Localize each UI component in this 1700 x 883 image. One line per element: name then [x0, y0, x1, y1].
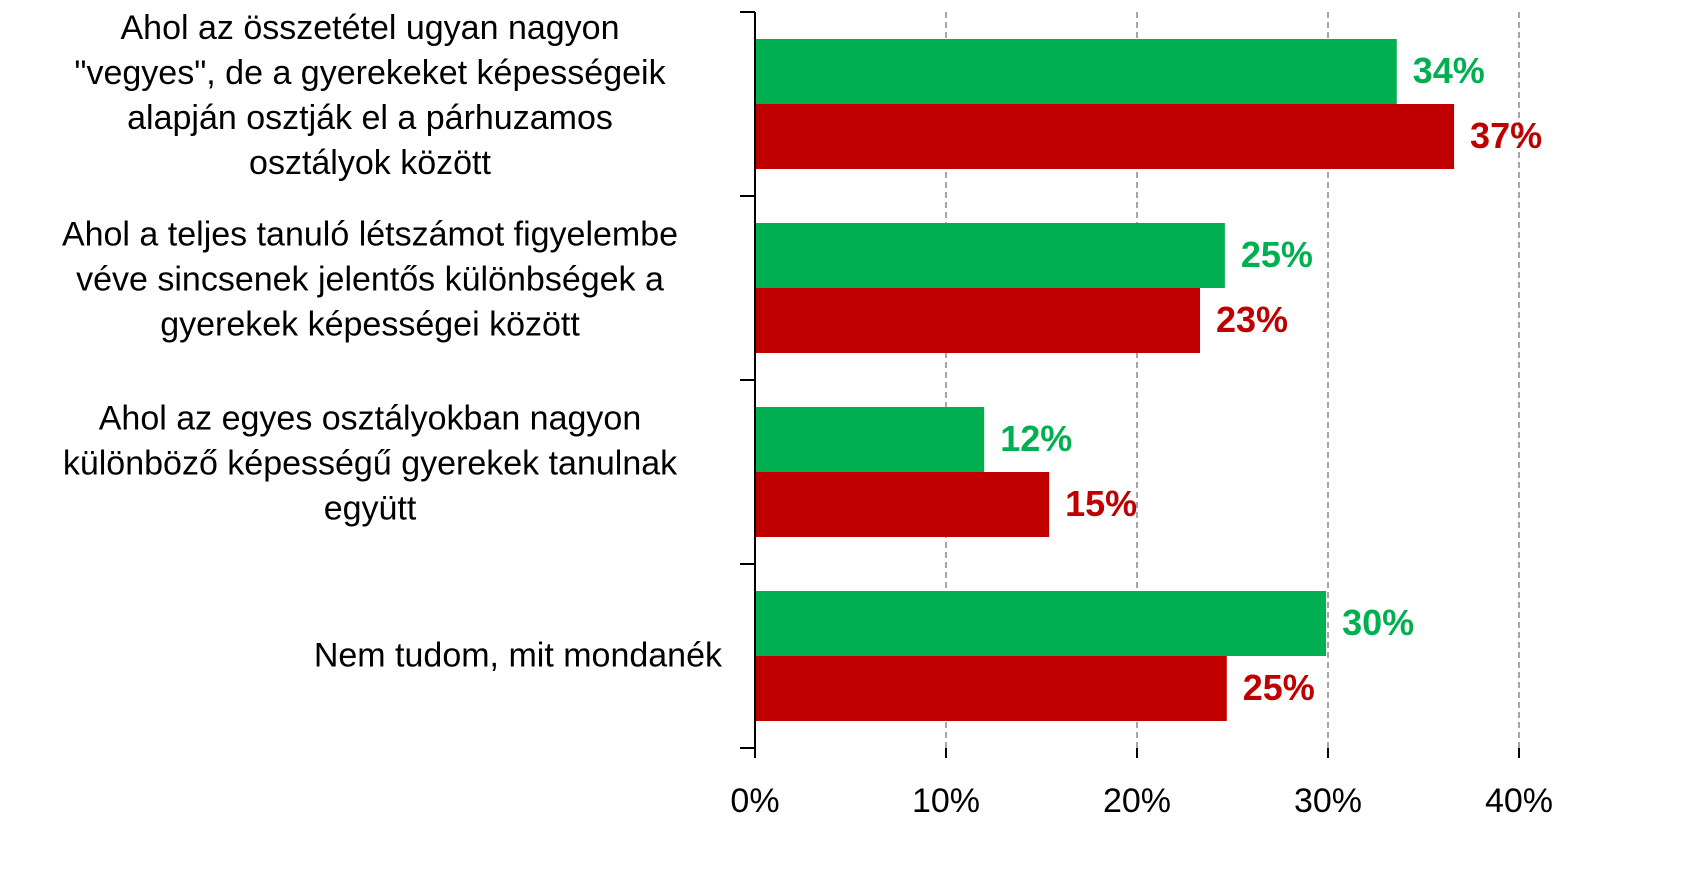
bar	[755, 407, 985, 472]
value-label: 12%	[1000, 418, 1072, 459]
category-label: Ahol a teljes tanuló létszámot figyelemb…	[61, 215, 679, 344]
x-tick-label: 10%	[912, 782, 980, 820]
x-tick-label: 0%	[730, 782, 779, 820]
bar	[755, 656, 1227, 721]
value-label: 30%	[1342, 602, 1414, 643]
value-label: 25%	[1243, 667, 1315, 708]
bar	[755, 223, 1225, 288]
value-label: 34%	[1413, 50, 1485, 91]
bar	[755, 472, 1050, 537]
bar	[755, 39, 1397, 104]
value-label: 37%	[1470, 115, 1542, 156]
category-label: Nem tudom, mit mondanék	[313, 636, 722, 675]
value-label: 25%	[1241, 234, 1313, 275]
bar	[755, 288, 1201, 353]
category-label: Ahol az összetétel ugyan nagyon "vegyes"…	[74, 9, 666, 182]
x-tick-label: 30%	[1294, 782, 1362, 820]
x-tick-label: 20%	[1103, 782, 1171, 820]
value-label: 15%	[1065, 483, 1137, 524]
bar	[755, 104, 1455, 169]
x-tick-label: 40%	[1485, 782, 1553, 820]
category-label: Ahol az egyes osztályokban nagyon különb…	[62, 399, 678, 528]
bar	[755, 591, 1327, 656]
value-label: 23%	[1216, 299, 1288, 340]
